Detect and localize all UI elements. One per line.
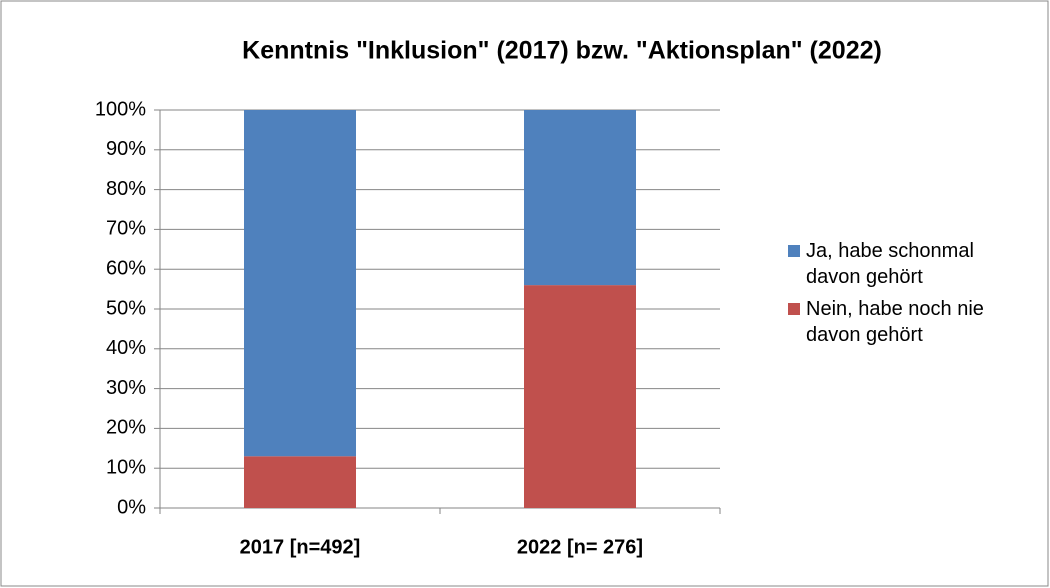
y-tick-label: 50% [106, 297, 146, 319]
legend-label: Ja, habe schonmal davon gehört [806, 240, 974, 288]
bar-segment [244, 456, 356, 508]
y-tick-label: 0% [117, 496, 146, 518]
y-tick-label: 100% [95, 98, 146, 120]
y-tick-label: 80% [106, 178, 146, 200]
legend-item: Nein, habe noch nie davon gehört [788, 296, 1006, 348]
legend: Ja, habe schonmal davon gehört Nein, habe… [788, 238, 1018, 354]
x-tick-label: 2022 [n= 276] [517, 536, 643, 558]
y-tick-label: 60% [106, 257, 146, 279]
legend-swatch [788, 303, 800, 315]
y-tick-label: 30% [106, 377, 146, 399]
y-tick-label: 10% [106, 456, 146, 478]
bar-segment [524, 285, 636, 508]
legend-item: Ja, habe schonmal davon gehört [788, 238, 1006, 290]
chart-title: Kenntnis "Inklusion" (2017) bzw. "Aktion… [242, 37, 882, 65]
bar-segment [244, 110, 356, 457]
y-tick-label: 40% [106, 337, 146, 359]
y-tick-label: 20% [106, 417, 146, 439]
legend-swatch [788, 245, 800, 257]
legend-label: Nein, habe noch nie davon gehört [806, 298, 984, 346]
bar-segment [524, 110, 636, 286]
y-tick-label: 70% [106, 218, 146, 240]
x-tick-label: 2017 [n=492] [240, 536, 361, 558]
y-tick-label: 90% [106, 138, 146, 160]
